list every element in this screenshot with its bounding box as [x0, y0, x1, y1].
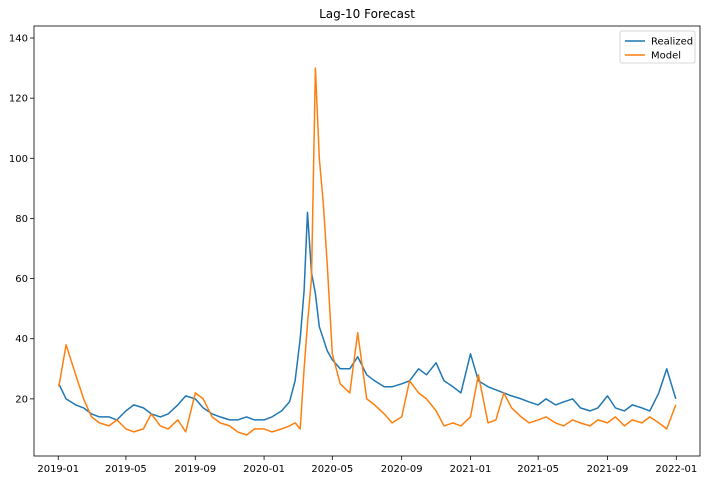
x-tick-label: 2019-09	[174, 464, 216, 475]
y-tick-label: 40	[15, 334, 28, 345]
chart-title: Lag-10 Forecast	[319, 7, 415, 21]
x-axis: 2019-01 2019-05 2019-09 2020-01 2020-05 2020-…	[37, 456, 697, 475]
y-axis: 20 40 60 80 100 120 140	[9, 34, 34, 405]
legend-label-realized: Realized	[651, 37, 693, 48]
x-tick-label: 2021-05	[517, 464, 559, 475]
x-tick-label: 2020-01	[243, 464, 285, 475]
series-line-realized	[58, 211, 677, 421]
x-tick-label: 2020-09	[381, 464, 423, 475]
x-tick-label: 2020-05	[311, 464, 353, 475]
y-tick-label: 140	[9, 34, 28, 45]
plot-area	[58, 67, 677, 436]
x-tick-label: 2019-05	[105, 464, 147, 475]
series-line-model	[58, 67, 677, 436]
x-tick-label: 2022-01	[655, 464, 697, 475]
x-tick-label: 2021-01	[450, 464, 492, 475]
x-tick-label: 2019-01	[37, 464, 79, 475]
x-tick-label: 2021-09	[587, 464, 629, 475]
y-tick-label: 60	[15, 274, 28, 285]
y-tick-label: 80	[15, 214, 28, 225]
y-tick-label: 120	[9, 94, 28, 105]
y-tick-label: 100	[9, 154, 28, 165]
y-tick-label: 20	[15, 394, 28, 405]
axes-frame	[33, 25, 701, 457]
legend-label-model: Model	[651, 51, 681, 62]
legend: Realized Model	[619, 30, 696, 64]
